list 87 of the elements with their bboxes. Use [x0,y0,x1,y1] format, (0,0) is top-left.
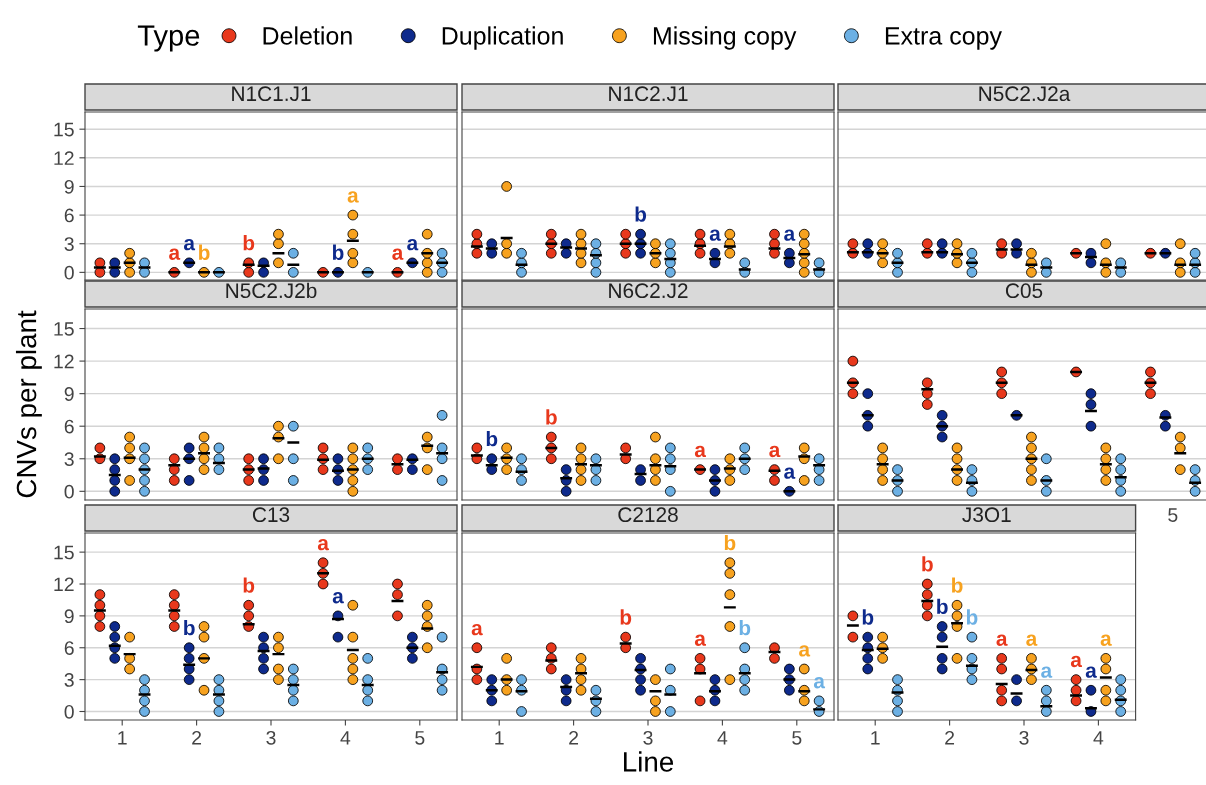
data-label: a [317,538,330,551]
data-label: b [486,431,498,447]
data-label: a [1085,666,1097,678]
legend-label: Missing copy [653,26,797,50]
data-label: a [1041,666,1053,678]
chart-title: C13 [252,507,290,523]
y-tick-label: 9 [64,179,74,194]
chart-title: N1C1.J1 [232,86,311,102]
x-tick-label: 1 [871,731,880,745]
data-label: b [922,556,933,572]
x-tick-label: 5 [792,731,802,745]
chart-title: N5C2.J2a [979,86,1071,102]
x-axis-title: Line [624,751,674,772]
data-label: b [243,577,255,593]
data-label: a [407,238,419,251]
data-label: a [784,467,796,479]
x-tick-label: 2 [192,730,202,745]
data-label: a [1070,655,1083,668]
data-label: b [937,598,948,615]
data-label: b [635,206,647,222]
x-tick-label: 2 [945,730,955,745]
y-tick-label: 12 [54,577,74,592]
y-tick-label: 9 [64,609,74,624]
data-label: a [332,592,344,604]
chart-title: J3O1 [962,507,1011,523]
y-tick-label: 0 [64,704,74,719]
data-label: b [862,609,874,625]
data-label: a [799,645,811,657]
data-label: b [199,244,210,260]
x-tick-label: 4 [717,731,728,745]
y-tick-label: 3 [64,237,74,251]
data-label: a [471,623,483,636]
data-label: b [546,409,557,425]
data-label: a [392,248,404,260]
data-label: b [952,577,963,593]
y-tick-label: 6 [64,641,74,655]
y-tick-label: 6 [64,419,74,434]
x-tick-label: 1 [118,731,127,745]
y-tick-label: 0 [64,484,74,499]
data-label: b [739,620,751,636]
data-label: a [709,229,721,241]
data-label: b [966,609,978,625]
data-label: b [620,609,632,625]
legend-label: Duplication [442,26,563,50]
x-tick-label: 3 [1019,730,1029,745]
data-label: b [332,244,344,260]
data-label: a [1100,634,1112,646]
x-tick-label: 1 [495,731,504,745]
x-tick-label: 4 [340,731,351,745]
y-tick-label: 15 [54,122,74,137]
y-tick-label: 15 [54,322,74,336]
data-label: a [996,634,1008,646]
text: 5 [1168,508,1178,522]
chart-title: C05 [1005,283,1043,299]
y-axis-title: CNVs per plant [15,310,42,498]
y-tick-label: 6 [64,208,74,223]
legend-title: Type [137,25,200,52]
data-label: a [347,191,359,203]
y-tick-label: 3 [64,673,74,687]
x-tick-label: 4 [1093,731,1104,745]
data-label: a [1026,634,1038,646]
data-label: a [784,229,796,241]
chart-title: N1C2.J1 [609,86,688,102]
x-tick-label: 3 [266,730,276,745]
data-label: b [724,535,736,551]
x-tick-label: 3 [643,730,653,745]
y-tick-label: 12 [54,354,74,369]
y-tick-label: 3 [64,452,74,466]
data-label: b [184,620,195,636]
y-tick-label: 9 [64,387,74,401]
data-label: a [694,634,707,646]
chart-title: N6C2.J2 [609,283,688,299]
y-tick-label: 15 [54,545,74,560]
y-tick-label: 12 [54,151,74,165]
data-label: a [694,445,707,458]
x-tick-label: 5 [415,731,425,745]
x-tick-label: 2 [569,730,579,745]
data-label: a [183,238,196,251]
y-tick-label: 0 [64,265,74,280]
data-label: a [169,248,181,260]
legend-label: Deletion [263,26,352,45]
data-label: b [243,235,255,251]
data-label: a [769,445,781,458]
legend-label: Extra copy [885,27,1002,50]
chart-title: N5C2.J2b [226,282,317,299]
data-label: a [813,677,826,689]
chart-title: C2128 [618,507,678,523]
